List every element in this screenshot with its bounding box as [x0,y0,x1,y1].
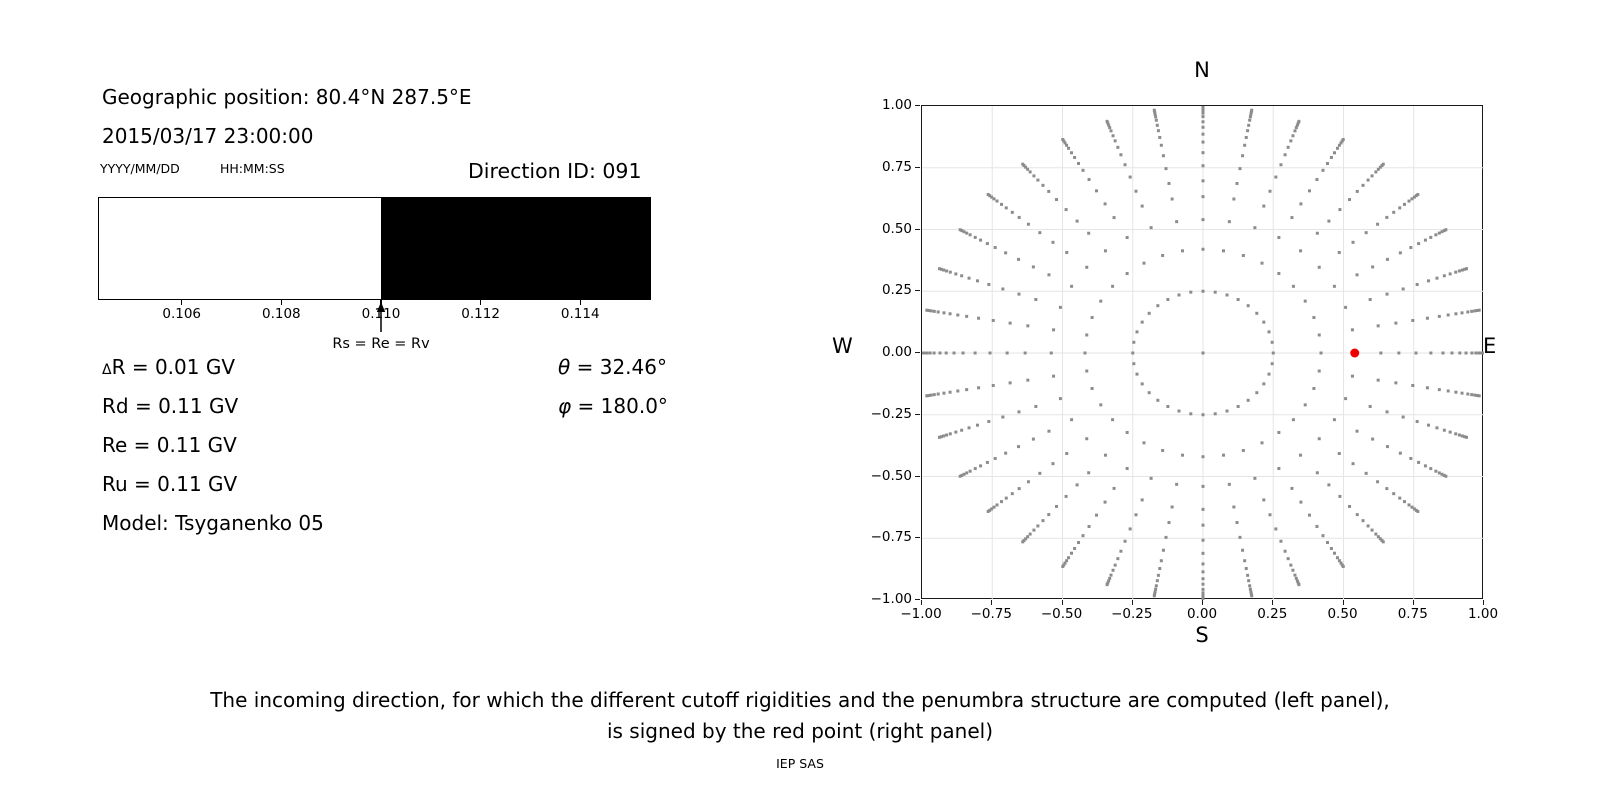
delta-symbol: Δ [102,362,112,378]
y-tick [915,352,920,354]
caption-line1: The incoming direction, for which the di… [210,688,1390,712]
x-tick-label: 0.75 [1397,606,1428,622]
y-tick [915,105,920,107]
arrow-annotation [376,302,386,332]
delta-r-line: ΔR = 0.01 GV [102,356,235,379]
penumbra-tick [180,300,183,305]
x-tick-label: −0.75 [970,606,1012,622]
rd-line: Rd = 0.11 GV [102,394,239,418]
x-tick-label: 1.00 [1467,606,1499,622]
penumbra-bar [98,197,651,300]
red-direction-point [1350,348,1360,358]
phi-symbol: φ [558,394,572,418]
y-tick [915,599,920,601]
time-format-hint: HH:MM:SS [220,161,285,176]
x-tick [1483,600,1485,605]
y-tick [915,537,920,539]
y-tick-label: −1.00 [870,591,912,607]
penumbra-forbidden-band [380,198,650,299]
x-tick [991,600,993,605]
penumbra-tick-label: 0.114 [560,306,600,322]
theta-line: θ = 32.46° [558,356,667,379]
phi-value: = 180.0° [571,394,668,418]
y-tick-label: 0.50 [881,220,912,237]
x-tick [1342,600,1344,605]
x-tick [1412,600,1414,605]
date-format-hint: YYYY/MM/DD [100,161,180,176]
y-tick-label: −0.25 [870,405,912,422]
scatter-points-layer [922,106,1484,600]
theta-value: = 32.46° [570,355,667,379]
arrow-label: Rs = Re = Rv [332,336,430,352]
model-line: Model: Tsyganenko 05 [102,511,324,535]
x-tick-label: −1.00 [900,606,942,622]
x-tick-label: 0.50 [1327,606,1358,622]
direction-id-text: Direction ID: 091 [468,159,642,183]
penumbra-tick-label: 0.106 [162,306,202,322]
direction-scatter-plot [921,105,1484,600]
y-tick [915,228,920,230]
x-tick [1202,600,1204,605]
y-tick-label: −0.50 [870,467,912,484]
penumbra-tick-label: 0.108 [262,306,301,322]
caption-credit: IEP SAS [776,756,824,771]
penumbra-tick [579,300,581,305]
y-tick-label: 0.00 [881,344,912,360]
x-tick-label: −0.50 [1040,606,1083,622]
y-tick [915,290,920,292]
datetime-text: 2015/03/17 23:00:00 [102,124,314,148]
y-tick [915,413,920,415]
ru-line: Ru = 0.11 GV [102,472,238,496]
caption-line2: is signed by the red point (right panel) [606,719,994,743]
y-tick [915,166,920,168]
x-tick [1061,600,1063,605]
x-tick [1131,600,1133,605]
penumbra-tick [280,300,283,305]
west-label: W [832,334,853,358]
north-label: N [1194,58,1210,82]
y-tick [915,475,920,477]
theta-symbol: θ [558,355,571,379]
x-tick [921,600,923,605]
penumbra-tick [479,300,482,305]
penumbra-tick-label: 0.112 [461,306,500,322]
y-tick-label: 0.75 [881,158,912,175]
y-tick-label: 0.25 [881,282,912,299]
y-tick-label: −0.75 [870,529,912,546]
geo-position-text: Geographic position: 80.4°N 287.5°E [102,85,472,109]
x-tick [1272,600,1274,605]
delta-r-value: R = 0.01 GV [111,355,236,379]
x-tick-label: 0.00 [1186,606,1218,622]
east-label: E [1483,334,1497,358]
x-tick-label: 0.25 [1257,606,1288,622]
phi-line: φ = 180.0° [558,395,668,418]
x-tick-label: −0.25 [1111,606,1153,622]
y-tick-label: 1.00 [881,97,912,113]
south-label: S [1195,623,1209,647]
re-line: Re = 0.11 GV [102,433,237,457]
